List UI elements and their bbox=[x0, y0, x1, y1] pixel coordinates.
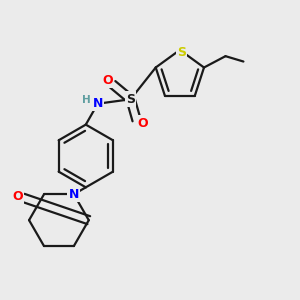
Text: O: O bbox=[12, 190, 23, 203]
Text: O: O bbox=[137, 117, 148, 130]
Text: S: S bbox=[177, 46, 186, 59]
Text: N: N bbox=[93, 97, 103, 110]
Text: S: S bbox=[126, 93, 135, 106]
Text: H: H bbox=[82, 95, 91, 105]
Text: N: N bbox=[69, 188, 79, 201]
Text: O: O bbox=[102, 74, 112, 87]
